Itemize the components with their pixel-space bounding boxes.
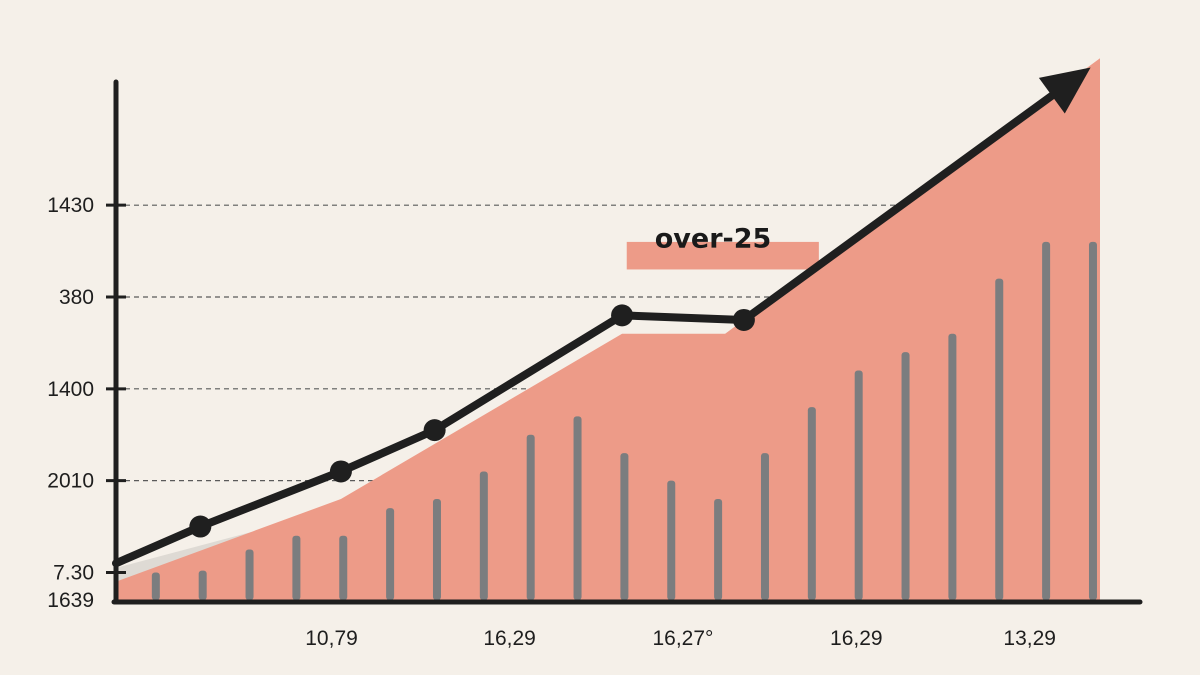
salmon-area-band: [116, 58, 1100, 601]
bar: [151, 572, 160, 600]
data-point: [611, 304, 634, 327]
data-point: [189, 515, 212, 538]
x-tick-label: 16,29: [830, 627, 883, 650]
y-axis-ticks: 1639 7.30 2010 1400 380 1430: [47, 194, 126, 612]
bar: [479, 471, 488, 600]
bar: [620, 453, 629, 600]
y-tick-label: 1430: [47, 194, 94, 217]
annotation-label: over-25: [655, 223, 772, 254]
bar: [292, 535, 301, 600]
annotation-box: [626, 241, 819, 270]
bar: [901, 352, 910, 600]
bar: [854, 370, 863, 600]
data-point: [329, 460, 352, 483]
data-point: [423, 419, 446, 442]
y-tick-label: 2010: [47, 470, 94, 493]
bar: [807, 407, 816, 600]
x-axis-ticks: 10,79 16,29 16,27° 16,29 13,29: [305, 627, 1056, 650]
bar: [526, 434, 535, 600]
y-tick-label: 7.30: [53, 561, 94, 584]
bar: [1042, 241, 1051, 600]
x-tick-label: 10,79: [305, 627, 358, 650]
bar: [714, 499, 723, 600]
y-tick-label: 1400: [47, 378, 94, 401]
data-points: [189, 304, 755, 538]
x-tick-label: 16,29: [483, 627, 536, 650]
bar-series: [151, 241, 1097, 600]
bar: [432, 499, 441, 600]
arrow-head: [1038, 67, 1091, 114]
bar: [198, 570, 207, 600]
bar: [760, 453, 769, 600]
bar: [1088, 241, 1097, 600]
axes: [111, 79, 1143, 605]
x-tick-label: 16,27°: [652, 627, 713, 650]
y-tick-label: 1639: [47, 589, 94, 612]
bar: [339, 535, 348, 600]
bar: [948, 333, 957, 600]
data-point: [732, 308, 755, 331]
bar: [245, 549, 254, 600]
x-tick-label: 13,29: [1003, 627, 1056, 650]
bar: [386, 508, 395, 600]
bar: [995, 278, 1004, 600]
y-tick-label: 380: [59, 286, 94, 309]
bar: [573, 416, 582, 600]
bar: [667, 480, 676, 600]
